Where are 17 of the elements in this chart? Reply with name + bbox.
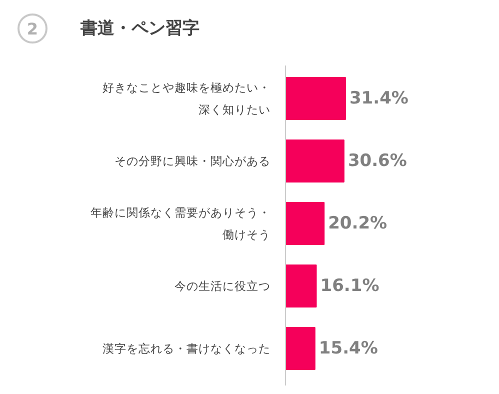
bar (285, 77, 346, 120)
data-label: 15.4% (318, 338, 378, 358)
data-label: 16.1% (320, 276, 380, 296)
data-label: 31.4% (349, 88, 408, 108)
text: 2 (26, 20, 38, 38)
bar (285, 264, 317, 308)
data-label: 20.2% (328, 214, 388, 234)
y-tick-label: 年齢に関係なく需要がありそう・働けそう (90, 205, 270, 242)
y-tick-label: 好きなことや趣味を極めたい・深く知りたい (102, 80, 270, 117)
y-tick-label: 漢字を忘れる・書けなくなった (102, 342, 270, 356)
bar (285, 140, 344, 182)
y-tick-label: その分野に興味・関心がある (114, 154, 270, 168)
bar (285, 202, 325, 245)
data-label: 30.6% (348, 151, 407, 171)
y-tick-label: 今の生活に役立つ (174, 279, 270, 293)
text: 書道・ペン習字 (80, 18, 200, 38)
bar (285, 327, 316, 370)
